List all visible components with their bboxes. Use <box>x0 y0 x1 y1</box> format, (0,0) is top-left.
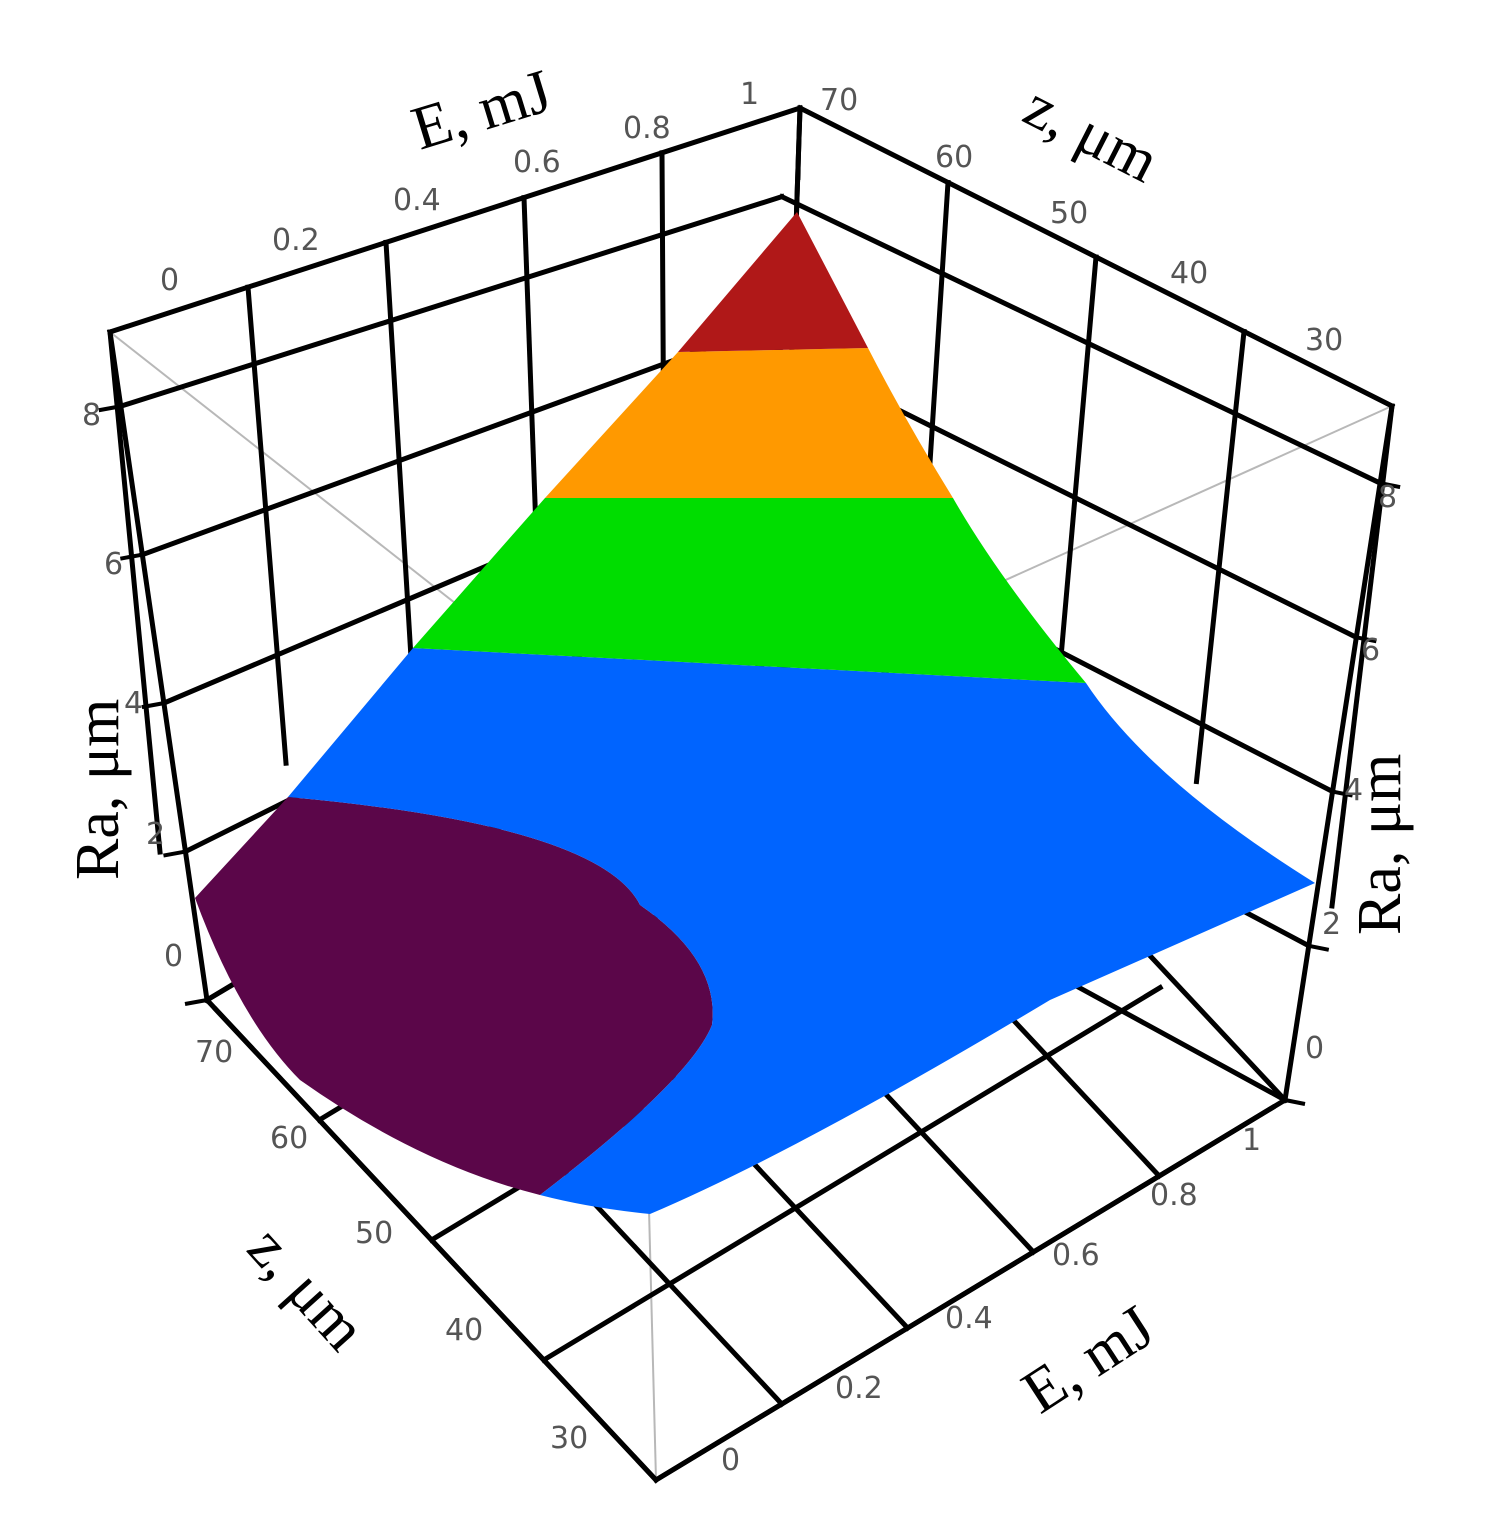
surface-band-purple <box>195 797 713 1195</box>
tick-label-z-top: 70 <box>820 83 858 118</box>
frame-back-right <box>796 104 1396 410</box>
frame-back-left <box>106 104 804 336</box>
tick-label-ra-right: 0 <box>1305 1031 1324 1066</box>
tick-label-z-top: 60 <box>935 140 973 175</box>
surface <box>195 212 1315 1214</box>
frame-floor-left <box>203 996 660 1484</box>
tick-mark-ra-right <box>1284 1098 1306 1106</box>
tick-labels: 0 0.2 0.4 0.6 0.8 1 70 60 50 40 30 8 6 4… <box>82 77 1397 1478</box>
surface-band-red <box>678 212 868 352</box>
tick-label-z-bottom: 40 <box>445 1313 483 1348</box>
tick-label-ra-right: 2 <box>1322 907 1341 942</box>
grid-line-z-wall <box>1058 254 1099 660</box>
grid-line-ra-left <box>117 193 786 410</box>
tick-label-e-top: 0 <box>160 263 179 298</box>
grid-line-z-wall <box>1193 328 1247 785</box>
tick-label-e-top: 1 <box>740 77 759 112</box>
axis-title-ra-left: Ra, μm <box>64 699 132 880</box>
grid-line-e-wall <box>107 329 163 855</box>
frame-floor-right <box>652 1096 1289 1484</box>
axis-title-z-top: z, μm <box>1014 72 1170 196</box>
grid-line-e-wall <box>245 284 289 766</box>
tick-mark-ra-left <box>184 998 208 1006</box>
tick-mark-ra-right <box>1355 635 1377 644</box>
tick-label-ra-right: 6 <box>1361 633 1380 668</box>
tick-label-e-bottom: 0.6 <box>1052 1238 1100 1273</box>
tick-mark-ra-right <box>1379 481 1401 490</box>
grid-line-ra-left <box>139 330 749 558</box>
tick-mark-ra-left <box>119 552 143 561</box>
tick-label-e-top: 0.4 <box>393 183 441 218</box>
tick-mark-ra-left <box>163 849 186 858</box>
tick-label-z-top: 50 <box>1050 196 1088 231</box>
tick-label-z-top: 40 <box>1170 256 1208 291</box>
tick-label-e-bottom: 1 <box>1242 1123 1261 1158</box>
tick-label-e-top: 0.2 <box>272 223 320 258</box>
tick-label-z-bottom: 50 <box>355 1216 393 1251</box>
tick-label-ra-left: 4 <box>124 686 143 721</box>
tick-label-e-bottom: 0.8 <box>1150 1178 1198 1213</box>
grid-line-floor-z <box>540 984 1164 1364</box>
tick-label-ra-left: 2 <box>146 817 165 852</box>
tick-label-z-bottom: 60 <box>270 1121 308 1156</box>
axis-title-ra-right: Ra, μm <box>1346 754 1414 935</box>
tick-label-z-top: 30 <box>1305 323 1343 358</box>
frame-right-vertical <box>1282 403 1395 1103</box>
tick-label-e-bottom: 0 <box>721 1443 740 1478</box>
surface-band-orange <box>545 348 953 498</box>
tick-label-z-bottom: 70 <box>195 1035 233 1070</box>
tick-label-ra-left: 6 <box>104 547 123 582</box>
surface-band-green <box>413 498 1086 683</box>
tick-label-ra-left: 0 <box>164 939 183 974</box>
grid-line-z-wall <box>1329 403 1395 909</box>
box-frame <box>106 104 1396 1484</box>
tick-mark-ra-left <box>98 404 122 413</box>
tick-label-e-bottom: 0.2 <box>835 1371 883 1406</box>
frame-left-vertical <box>107 329 210 1003</box>
tick-mark-ra-right <box>1308 943 1330 952</box>
tick-label-ra-left: 8 <box>82 398 101 433</box>
tick-mark-ra-left <box>141 701 165 710</box>
tick-label-z-bottom: 30 <box>550 1421 588 1456</box>
grid-line-ra-right <box>778 193 1384 487</box>
tick-label-e-top: 0.6 <box>513 145 561 180</box>
axis-title-e-bottom: E, mJ <box>1011 1293 1166 1427</box>
tick-label-ra-right: 4 <box>1344 773 1363 808</box>
tick-mark-ra-right <box>1332 789 1353 798</box>
tick-label-e-bottom: 0.4 <box>945 1301 993 1336</box>
tick-label-e-top: 0.8 <box>623 111 671 146</box>
surface-band-blue <box>288 648 1315 1214</box>
tick-label-ra-right: 8 <box>1378 480 1397 515</box>
